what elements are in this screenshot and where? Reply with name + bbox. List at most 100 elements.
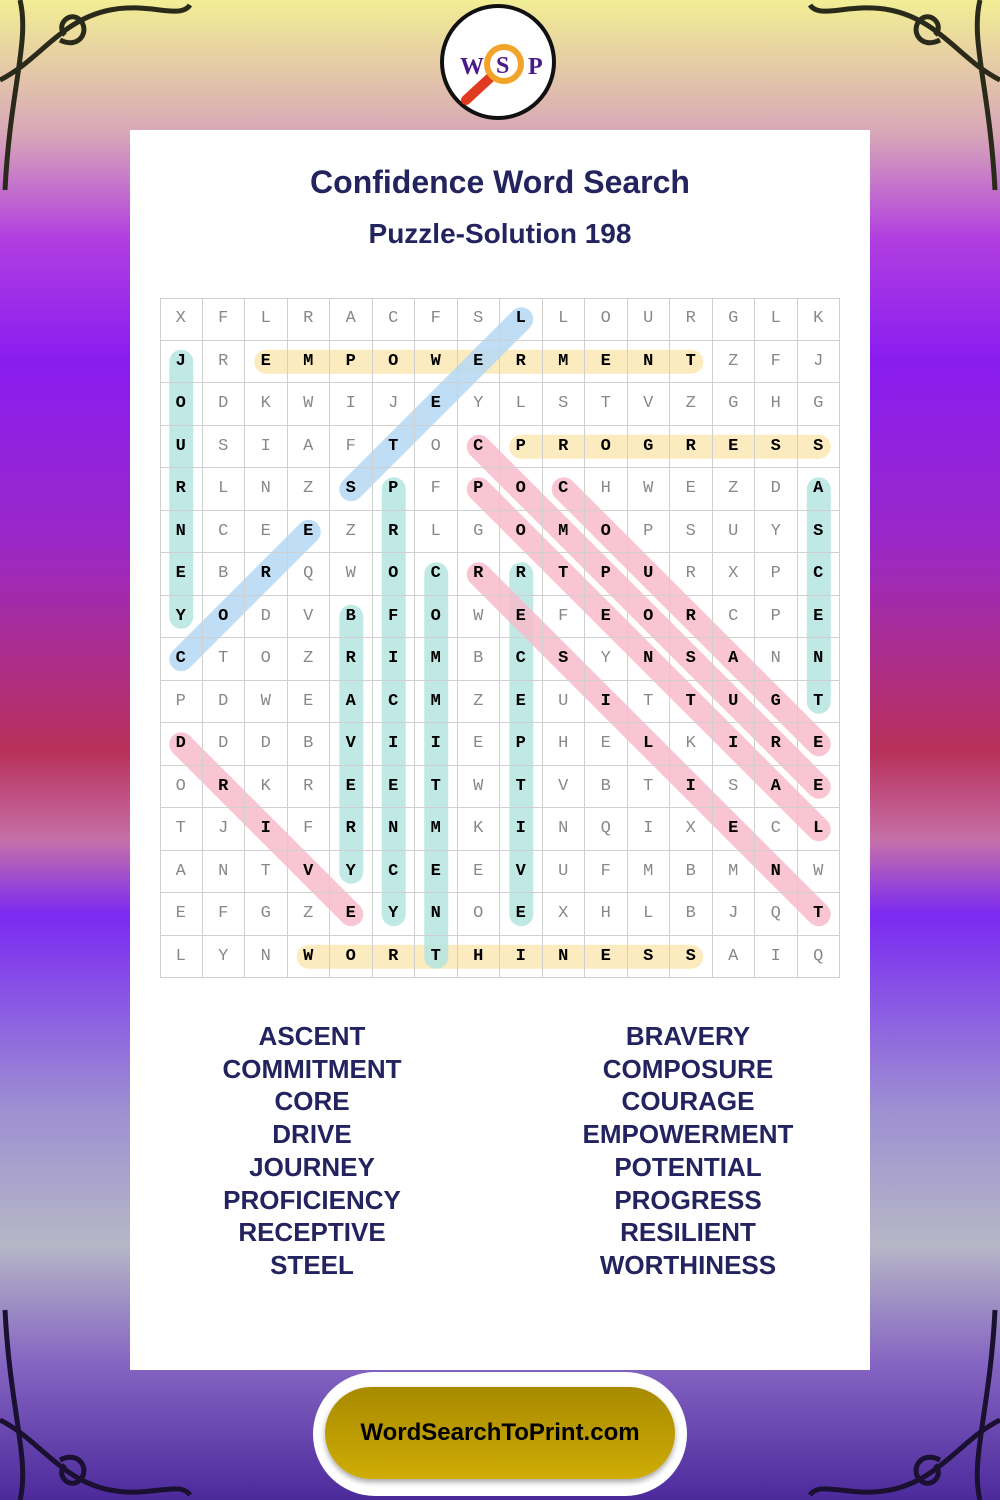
grid-cell: R [287, 765, 330, 808]
logo-letter-p: P [528, 54, 543, 80]
grid-cell: T [202, 638, 245, 681]
word-list-item: STEEL [270, 1249, 354, 1280]
grid-cell: T [627, 765, 670, 808]
grid-cell: R [670, 553, 713, 596]
grid-cell: C [542, 468, 585, 511]
grid-cell: I [712, 723, 755, 766]
grid-cell: B [202, 553, 245, 596]
word-list-item: ASCENT [258, 1021, 366, 1051]
grid-cell: P [755, 595, 798, 638]
grid-cell: E [457, 850, 500, 893]
grid-cell: F [287, 808, 330, 851]
grid-cell: H [457, 935, 500, 978]
grid-cell: W [287, 383, 330, 426]
grid-cell: I [415, 723, 458, 766]
grid-cell: S [670, 638, 713, 681]
word-list-item: RESILIENT [620, 1217, 756, 1248]
grid-cell: R [500, 553, 543, 596]
grid-cell: P [372, 468, 415, 511]
grid-cell: N [245, 935, 288, 978]
grid-cell: M [542, 510, 585, 553]
grid-cell: W [797, 850, 840, 893]
grid-cell: P [457, 468, 500, 511]
grid-cell: G [755, 680, 798, 723]
grid-cell: O [160, 383, 203, 426]
highlight-core [169, 519, 321, 672]
grid-cell: R [755, 723, 798, 766]
grid-cell: L [202, 468, 245, 511]
grid-cell: D [245, 595, 288, 638]
grid-cell: E [500, 893, 543, 936]
word-list-item: WORTHINESS [599, 1249, 777, 1280]
website-link-button[interactable]: WordSearchToPrint.com [325, 1387, 675, 1479]
grid-cell: C [202, 510, 245, 553]
grid-cell: B [585, 765, 628, 808]
grid-cell: M [627, 850, 670, 893]
grid-cell: E [585, 935, 628, 978]
grid-cell: U [627, 298, 670, 341]
grid-cell: O [160, 765, 203, 808]
grid-cell: C [755, 808, 798, 851]
grid-cell: B [670, 850, 713, 893]
grid-cell: T [670, 680, 713, 723]
grid-cell: S [670, 935, 713, 978]
grid-cell: A [797, 468, 840, 511]
grid-cell: Y [372, 893, 415, 936]
grid-cell: E [330, 893, 373, 936]
grid-cell: A [160, 850, 203, 893]
highlight-steel [339, 307, 534, 502]
grid-cell: H [585, 893, 628, 936]
grid-cell: U [712, 680, 755, 723]
grid-cell: E [500, 595, 543, 638]
grid-cell: I [500, 808, 543, 851]
grid-cell: E [797, 723, 840, 766]
grid-cell: Z [287, 638, 330, 681]
grid-cell: L [160, 935, 203, 978]
grid-cell: X [160, 298, 203, 341]
grid-cell: N [245, 468, 288, 511]
word-list-item: RECEPTIVE [238, 1217, 386, 1248]
highlight-drive [169, 732, 364, 927]
grid-cell: K [670, 723, 713, 766]
grid-cell: A [712, 638, 755, 681]
highlight-composure [466, 434, 831, 799]
corner-ornament-top-right [807, 0, 1000, 191]
word-list-right: BRAVERY COMPOSURE COURAGE EMPOWERMENT PO… [538, 1020, 838, 1282]
grid-cell: G [457, 510, 500, 553]
grid-cell: L [500, 298, 543, 341]
grid-cell: K [245, 765, 288, 808]
grid-cell: F [585, 850, 628, 893]
grid-cell: T [500, 765, 543, 808]
grid-cell: Z [287, 893, 330, 936]
grid-cell: T [670, 340, 713, 383]
grid-cell: O [330, 935, 373, 978]
grid-cell: E [585, 595, 628, 638]
grid-cell: J [160, 340, 203, 383]
grid-cell: Y [585, 638, 628, 681]
grid-cell: P [330, 340, 373, 383]
grid-cell: R [372, 510, 415, 553]
grid-cell: S [330, 468, 373, 511]
grid-cell: F [372, 595, 415, 638]
grid-cell: H [585, 468, 628, 511]
grid-cell: C [712, 595, 755, 638]
grid-cell: Y [457, 383, 500, 426]
grid-cell: O [500, 510, 543, 553]
grid-cell: F [415, 468, 458, 511]
word-list-item: BRAVERY [625, 1021, 751, 1051]
grid-cell: M [415, 680, 458, 723]
grid-cell: R [330, 808, 373, 851]
grid-cell: F [755, 340, 798, 383]
grid-cell: T [585, 383, 628, 426]
corner-ornament-top-left [0, 0, 193, 191]
grid-cell: O [202, 595, 245, 638]
grid-cell: I [500, 935, 543, 978]
grid-cell: A [287, 425, 330, 468]
grid-cell: N [202, 850, 245, 893]
grid-cell: I [670, 765, 713, 808]
grid-cell: P [160, 680, 203, 723]
grid-cell: I [627, 808, 670, 851]
grid-cell: T [542, 553, 585, 596]
grid-cell: V [627, 383, 670, 426]
grid-cell: R [330, 638, 373, 681]
